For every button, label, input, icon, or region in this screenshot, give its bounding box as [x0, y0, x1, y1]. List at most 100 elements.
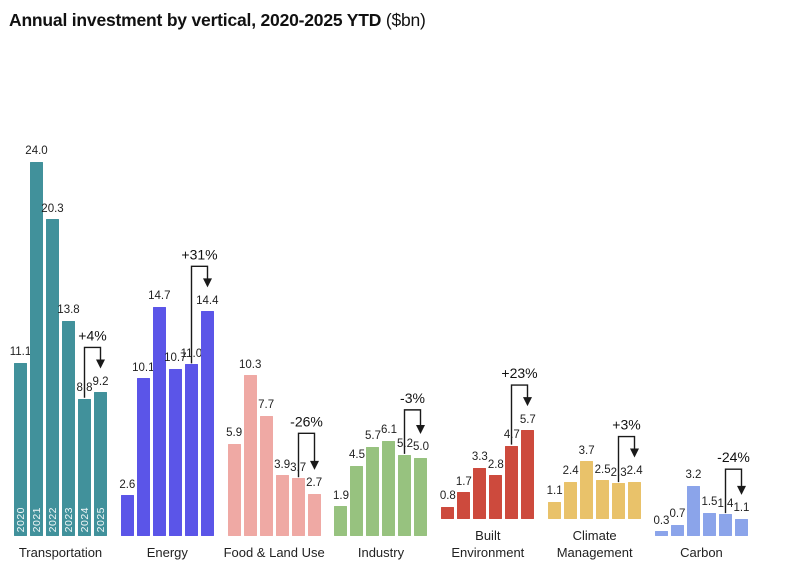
bar-series: 5.9 10.3 7.7 3.9 3.7 2.7 -26% [226, 141, 323, 536]
bar-column-2020: 1.9 [333, 490, 349, 536]
bar-column-2024: 2.3 [611, 467, 627, 519]
bar-value-label: 20.3 [41, 202, 64, 215]
bar-value-label: 2.7 [306, 477, 323, 490]
bar-column-2023: 3.9 [274, 459, 290, 536]
chart-group-transportation: 11.1 2020 24.0 2021 20.3 2022 13.8 2023 8.8 2024 9… [10, 141, 109, 562]
bar-series: 2.6 10.1 14.7 10.7 11.0 14.4 +31% [119, 141, 219, 536]
bar-column-2022: 3.2 [685, 470, 701, 536]
bar-chart: 11.1 2020 24.0 2021 20.3 2022 13.8 2023 8.8 2024 9… [10, 124, 750, 562]
bar-food-land-use-2023 [275, 475, 289, 536]
bar-value-label: 3.2 [685, 469, 702, 482]
bar-column-2022: 3.7 [579, 445, 595, 519]
bar-food-land-use-2025 [307, 493, 321, 536]
bar-column-2022: 5.7 [365, 431, 381, 536]
bar-built-environment-2020 [441, 506, 455, 519]
chart-group-industry: 1.9 4.5 5.7 6.1 5.2 5.0 -3% Industry [333, 141, 429, 562]
chart-title: Annual investment by vertical, 2020-2025… [9, 10, 426, 31]
percent-change-label: -24% [717, 449, 750, 465]
bar-column-2024: 5.2 [397, 439, 413, 536]
year-label: 2022 [46, 506, 59, 532]
bar-value-label: 1.9 [332, 489, 349, 502]
bar-column-2022: 14.7 [148, 291, 171, 536]
bar-value-label: 1.4 [717, 497, 734, 510]
bar-energy-2023 [168, 368, 182, 536]
percent-change-label: +31% [181, 246, 217, 262]
bar-column-2024: 3.7 [290, 462, 306, 536]
bar-value-label: 3.3 [471, 451, 488, 464]
bar-transportation-2020 [14, 362, 27, 536]
bar-value-label: 3.7 [578, 444, 595, 457]
bar-value-label: 0.3 [653, 514, 670, 527]
chart-group-energy: 2.6 10.1 14.7 10.7 11.0 14.4 +31% Energy [119, 141, 219, 562]
bar-column-2023: 1.5 [701, 496, 717, 536]
year-label: 2020 [14, 506, 27, 532]
bar-carbon-2021 [670, 524, 684, 536]
bar-value-label: 4.7 [503, 429, 520, 442]
bar-energy-2025 [200, 311, 214, 536]
change-annotation-arrow: -24% [717, 449, 750, 514]
category-label-food-land-use: Food & Land Use [223, 544, 325, 560]
bar-column-2021: 24.0 2021 [25, 145, 48, 536]
bar-column-2021: 10.3 [239, 359, 261, 536]
bar-climate-management-2024 [612, 483, 626, 519]
bar-value-label: 8.8 [76, 382, 93, 395]
bar-column-2024: 4.7 [504, 430, 520, 519]
percent-change-label: -3% [401, 390, 426, 406]
bar-carbon-2020 [654, 531, 668, 536]
bar-value-label: 5.7 [364, 430, 381, 443]
bar-value-label: 3.7 [290, 461, 307, 474]
bar-transportation-2022 [46, 219, 59, 536]
bar-climate-management-2022 [580, 461, 594, 519]
bar-column-2025: 14.4 [196, 295, 219, 536]
bar-value-label: 5.2 [396, 438, 413, 451]
bar-value-label: 14.7 [148, 290, 171, 303]
bar-column-2025: 5.0 [413, 442, 429, 536]
bar-value-label: 11.1 [9, 346, 32, 359]
bar-climate-management-2023 [596, 480, 610, 519]
bar-industry-2021 [350, 465, 364, 536]
year-label: 2025 [94, 506, 107, 532]
bar-column-2020: 5.9 [226, 428, 242, 536]
bar-column-2023: 2.5 [595, 464, 611, 519]
bar-value-label: 9.2 [92, 375, 109, 388]
bar-value-label: 2.6 [119, 478, 136, 491]
bar-column-2020: 0.3 [653, 515, 669, 536]
chart-group-food-land-use: 5.9 10.3 7.7 3.9 3.7 2.7 -26% Food & Land Use [224, 141, 325, 562]
bar-value-label: 0.8 [439, 490, 456, 503]
bar-built-environment-2023 [489, 475, 503, 519]
bar-column-2021: 2.4 [563, 466, 579, 519]
bar-built-environment-2025 [521, 430, 535, 519]
bar-column-2025: 1.1 [733, 503, 749, 536]
bar-series: 1.1 2.4 3.7 2.5 2.3 2.4 +3% [546, 124, 643, 519]
bar-built-environment-2021 [457, 492, 471, 519]
bar-transportation-2024 [78, 398, 91, 536]
bar-carbon-2022 [686, 485, 700, 536]
bar-column-2025: 5.7 [520, 414, 536, 519]
bar-industry-2023 [382, 440, 396, 536]
bar-value-label: 1.1 [546, 485, 563, 498]
bar-value-label: 10.3 [238, 358, 262, 371]
bar-column-2024: 1.4 [717, 498, 733, 536]
bar-built-environment-2022 [473, 467, 487, 519]
bar-value-label: 1.7 [455, 475, 472, 488]
bar-value-label: 10.7 [164, 352, 187, 365]
bar-energy-2022 [152, 306, 166, 536]
bar-industry-2022 [366, 446, 380, 536]
bar-column-2025: 2.7 [306, 478, 322, 536]
bar-value-label: 13.8 [57, 304, 80, 317]
bar-value-label: 5.7 [519, 413, 536, 426]
category-label-industry: Industry [357, 544, 405, 560]
bar-industry-2024 [398, 454, 412, 536]
year-label: 2024 [78, 506, 91, 532]
bar-energy-2024 [184, 364, 198, 536]
bar-series: 11.1 2020 24.0 2021 20.3 2022 13.8 2023 8.8 2024 9… [10, 141, 109, 536]
bar-transportation-2021 [30, 161, 43, 536]
bar-value-label: 6.1 [380, 424, 397, 437]
percent-change-label: +4% [78, 327, 106, 343]
bar-value-label: 5.9 [226, 427, 243, 440]
category-label-built-environment: Built Environment [451, 528, 525, 560]
change-annotation-arrow: +3% [612, 417, 641, 483]
bar-industry-2020 [334, 506, 348, 536]
bar-column-2021: 1.7 [456, 476, 472, 519]
bar-food-land-use-2020 [227, 443, 241, 536]
